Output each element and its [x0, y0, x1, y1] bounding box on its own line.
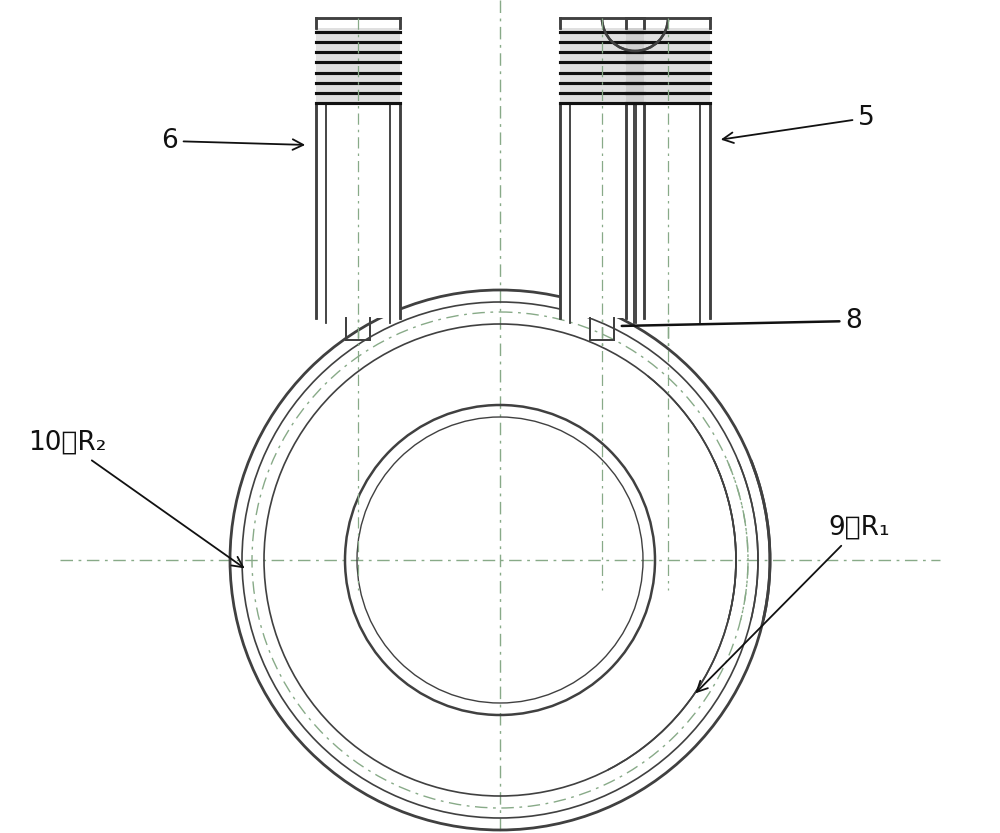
Text: 8: 8: [622, 308, 862, 334]
Bar: [316, 28, 400, 103]
Bar: [560, 28, 644, 103]
Text: 5: 5: [723, 105, 875, 143]
Bar: [316, 18, 400, 318]
Text: 10，R₂: 10，R₂: [28, 430, 243, 567]
Bar: [560, 18, 644, 318]
Bar: [626, 28, 710, 103]
Bar: [316, 28, 400, 103]
Bar: [560, 28, 644, 103]
Bar: [626, 18, 710, 318]
Text: 9，R₁: 9，R₁: [697, 515, 890, 692]
Text: 6: 6: [161, 128, 303, 154]
Bar: [626, 28, 710, 103]
